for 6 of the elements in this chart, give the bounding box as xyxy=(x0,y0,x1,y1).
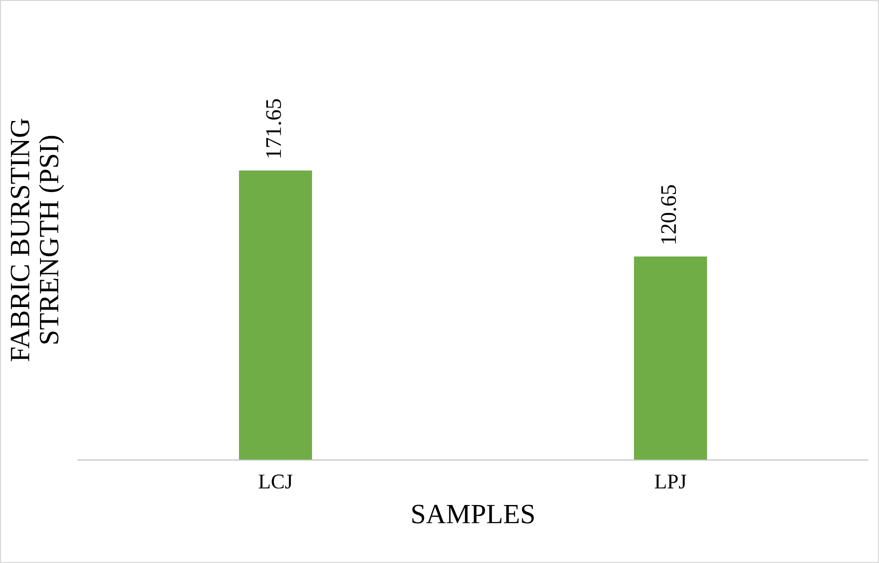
x-axis-title: SAMPLES xyxy=(412,504,534,524)
data-label: 171.65 xyxy=(266,99,282,158)
x-tick-label: LPJ xyxy=(654,474,686,489)
data-label: 120.65 xyxy=(661,185,676,244)
y-axis-title: FABRIC BURSTING STRENGTH (PSI) xyxy=(10,118,64,362)
x-tick-label: LCJ xyxy=(258,474,292,489)
